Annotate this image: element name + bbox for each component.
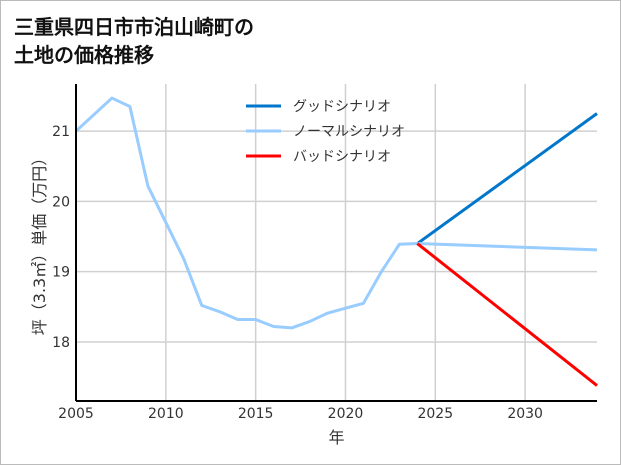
series-line-ノーマルシナリオ <box>74 96 598 330</box>
chart-title: 三重県四日市市泊山崎町の 土地の価格推移 <box>14 15 254 67</box>
y-tick-label: 20 <box>52 194 70 210</box>
legend-label: バッドシナリオ <box>293 149 391 165</box>
x-tick-label: 2015 <box>238 406 274 422</box>
x-tick-label: 2030 <box>507 406 543 422</box>
y-axis-label: 坪（3.3㎡）単価（万円） <box>30 150 49 335</box>
legend-label: ノーマルシナリオ <box>293 124 405 140</box>
series-line-グッドシナリオ <box>416 112 598 245</box>
x-tick-label: 2005 <box>58 406 94 422</box>
x-tick-label: 2010 <box>148 406 184 422</box>
x-axis-label: 年 <box>328 428 344 447</box>
y-tick-label: 19 <box>52 265 70 281</box>
series-line-バッドシナリオ <box>416 242 598 387</box>
y-tick-label: 21 <box>52 124 70 140</box>
x-tick-label: 2025 <box>417 406 453 422</box>
x-tick-label: 2020 <box>328 406 364 422</box>
legend-label: グッドシナリオ <box>293 99 391 115</box>
y-tick-label: 18 <box>52 335 70 351</box>
